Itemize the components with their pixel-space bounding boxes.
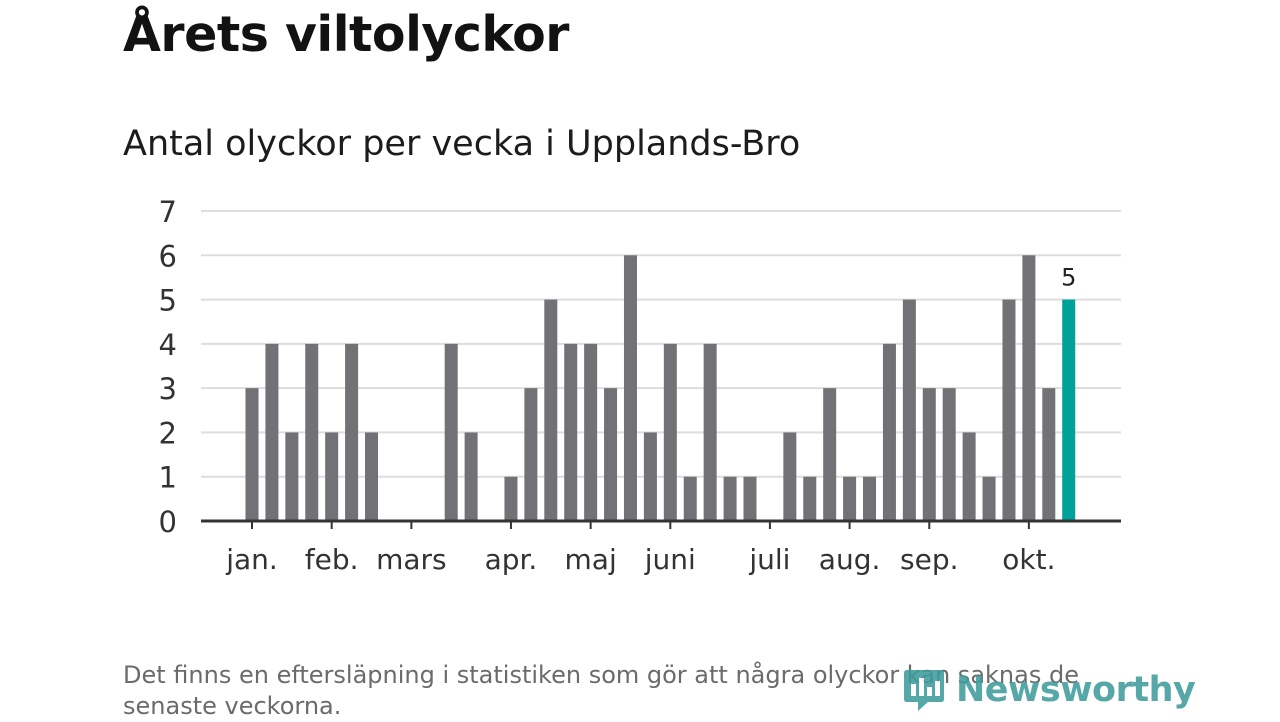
x-tick-label: mars	[376, 543, 447, 576]
bar	[584, 343, 598, 521]
bar	[922, 388, 936, 521]
bar	[1042, 388, 1056, 521]
x-tick-label: juli	[748, 543, 790, 576]
bar	[803, 476, 817, 521]
x-tick-label: apr.	[485, 543, 538, 576]
bar	[962, 432, 976, 521]
bar	[604, 388, 618, 521]
bar	[365, 432, 379, 521]
x-tick-label: aug.	[819, 543, 881, 576]
y-tick-label: 4	[159, 328, 177, 362]
bar	[703, 343, 717, 521]
bar	[823, 388, 837, 521]
bar	[643, 432, 657, 521]
y-tick-label: 0	[159, 505, 177, 539]
x-tick-label: sep.	[900, 543, 959, 576]
bar	[902, 299, 916, 521]
y-tick-label: 1	[159, 461, 177, 495]
bar	[982, 476, 996, 521]
bar	[285, 432, 299, 521]
bar	[623, 255, 637, 522]
gridlines	[201, 210, 1121, 478]
bar	[663, 343, 677, 521]
bar	[325, 432, 339, 521]
x-tick-label: juni	[644, 543, 696, 576]
bar-highlight	[1062, 299, 1076, 521]
x-tick-label: jan.	[225, 543, 278, 576]
brand-name: Newsworthy	[956, 670, 1196, 710]
data-labels: 5	[1061, 264, 1076, 292]
x-tick-label: okt.	[1002, 543, 1055, 576]
bar	[723, 476, 737, 521]
chart-subtitle: Antal olyckor per vecka i Upplands-Bro	[123, 124, 801, 164]
bar	[524, 388, 538, 521]
x-tick-label: maj	[565, 543, 617, 576]
chart-title: Årets viltolyckor	[123, 6, 569, 63]
bar	[245, 388, 259, 521]
bar	[783, 432, 797, 521]
bar	[444, 343, 458, 521]
bar	[942, 388, 956, 521]
y-axis-labels: 0 1 2 3 4 5 6 7	[159, 195, 177, 539]
x-axis-labels: jan. feb. mars apr. maj juni juli aug. sep. okt.	[225, 521, 1055, 576]
bar	[564, 343, 578, 521]
bar	[683, 476, 697, 521]
bar	[1022, 255, 1036, 522]
y-tick-label: 7	[159, 195, 177, 229]
bar	[863, 476, 877, 521]
y-tick-label: 2	[159, 416, 177, 450]
data-label: 5	[1061, 264, 1076, 292]
bar	[743, 476, 757, 521]
bar	[544, 299, 558, 521]
bar	[345, 343, 359, 521]
bar	[1002, 299, 1016, 521]
y-tick-label: 3	[159, 372, 177, 406]
bars	[245, 255, 1076, 522]
brand-logo: Newsworthy	[902, 667, 1196, 713]
bar	[305, 343, 319, 521]
bar	[464, 432, 478, 521]
bar	[504, 476, 518, 521]
newsworthy-logo-icon	[904, 670, 944, 711]
bar	[843, 476, 857, 521]
y-tick-label: 6	[159, 239, 177, 273]
x-tick-label: feb.	[305, 543, 359, 576]
y-tick-label: 5	[159, 284, 177, 318]
bar	[265, 343, 279, 521]
bar	[882, 343, 896, 521]
